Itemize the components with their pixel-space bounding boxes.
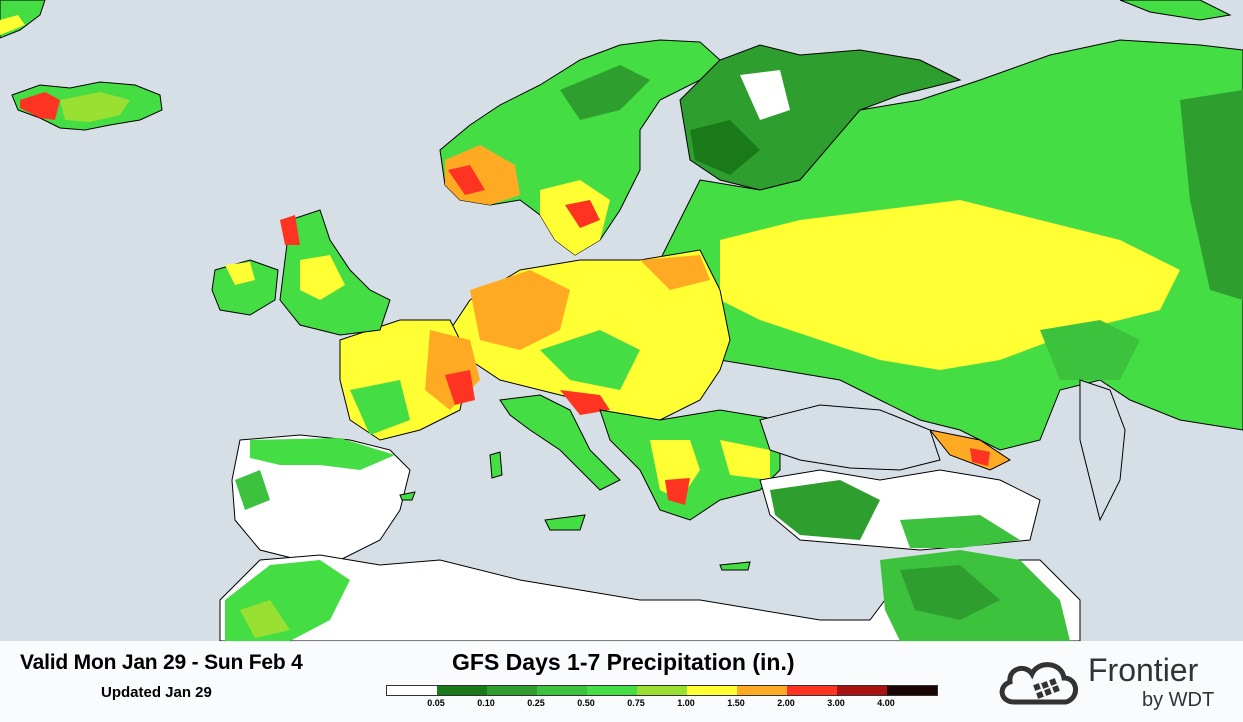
italy: [499, 394, 621, 491]
brand-name: Frontier: [1088, 652, 1199, 688]
legend-label: 1.50: [727, 698, 745, 708]
caspian: [1079, 379, 1126, 522]
legend-label: 0.25: [527, 698, 545, 708]
valid-range-label: Valid Mon Jan 29 - Sun Feb 4: [20, 651, 303, 674]
brand-sub: by WDT: [1142, 689, 1215, 711]
scandinavia: [439, 39, 721, 256]
legend-swatch: [637, 686, 687, 695]
legend-label: 3.00: [827, 698, 845, 708]
legend-swatch: [737, 686, 787, 695]
legend-swatch: [887, 686, 937, 695]
legend-label: 0.75: [627, 698, 645, 708]
legend-label: 4.00: [877, 698, 895, 708]
footer-panel: [0, 641, 1243, 722]
legend-labels: 0.05 0.10 0.25 0.50 0.75 1.00 1.50 2.00 3.00 4.00: [386, 698, 936, 710]
legend-swatch: [487, 686, 537, 695]
legend-label: 0.05: [427, 698, 445, 708]
ireland: [211, 259, 279, 316]
precip-legend: [386, 685, 938, 696]
legend-swatch: [537, 686, 587, 695]
legend-label: 1.00: [677, 698, 695, 708]
legend-swatch: [687, 686, 737, 695]
legend-swatch: [587, 686, 637, 695]
legend-swatch: [387, 686, 437, 695]
legend-swatch: [437, 686, 487, 695]
legend-label: 2.00: [777, 698, 795, 708]
updated-label: Updated Jan 29: [101, 684, 212, 701]
legend-label: 0.10: [477, 698, 495, 708]
north-africa: [219, 554, 1081, 642]
map-title: GFS Days 1-7 Precipitation (in.): [452, 649, 795, 675]
legend-swatch: [787, 686, 837, 695]
legend-swatch: [837, 686, 887, 695]
black-sea: [759, 404, 941, 471]
cloud-grid-icon: [999, 662, 1078, 705]
legend-label: 0.50: [577, 698, 595, 708]
frontier-logo: Frontier by WDT: [994, 646, 1234, 716]
